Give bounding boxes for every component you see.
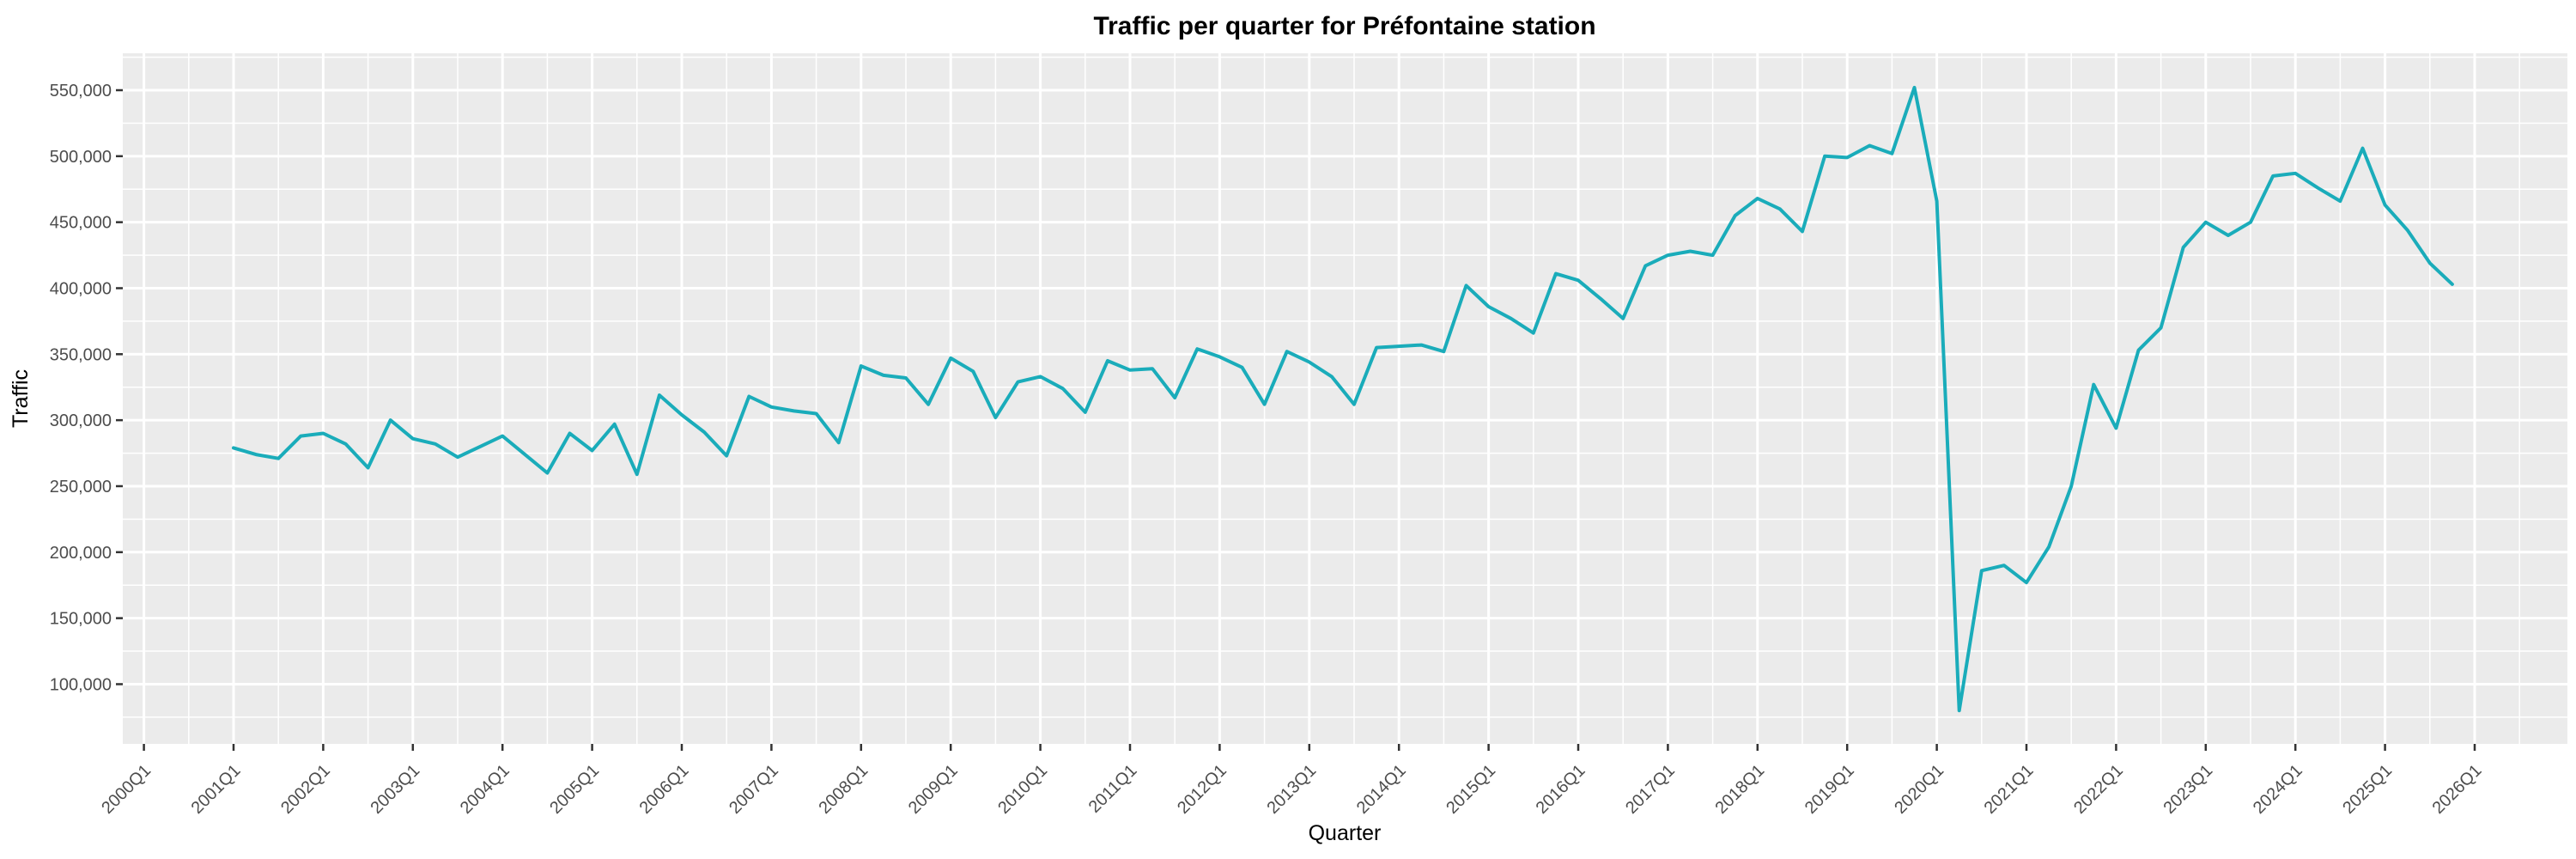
y-tick-label: 450,000	[50, 214, 112, 233]
y-tick-label: 300,000	[50, 411, 112, 430]
y-tick-label: 350,000	[50, 345, 112, 364]
y-tick-label: 400,000	[50, 279, 112, 298]
x-tick-label: 2024Q1	[2250, 761, 2306, 818]
x-tick-label: 2025Q1	[2339, 761, 2396, 818]
y-tick-label: 250,000	[50, 478, 112, 497]
chart-title: Traffic per quarter for Préfontaine stat…	[1093, 12, 1595, 40]
x-tick-label: 2021Q1	[1981, 761, 2038, 818]
x-tick-label: 2012Q1	[1174, 761, 1230, 818]
y-tick-labels: 100,000 150,000 200,000 250,000 300,000 350,0…	[50, 82, 112, 694]
x-tick-label: 2011Q1	[1085, 761, 1141, 817]
x-tick-label: 2002Q1	[277, 761, 334, 818]
x-tick-label: 2009Q1	[905, 761, 962, 818]
y-tick-label: 150,000	[50, 610, 112, 629]
gridlines-minor	[123, 53, 2567, 744]
x-tick-label: 2013Q1	[1263, 761, 1320, 818]
x-axis-title: Quarter	[1309, 821, 1382, 845]
plot-panel	[123, 53, 2567, 744]
x-tick-label: 2008Q1	[815, 761, 872, 818]
y-axis-title: Traffic	[9, 369, 33, 428]
y-tick-label: 550,000	[50, 82, 112, 101]
x-tick-label: 2023Q1	[2160, 761, 2216, 818]
axis-tick-marks	[116, 88, 2476, 751]
x-tick-label: 2007Q1	[726, 761, 782, 818]
x-tick-label: 2018Q1	[1711, 761, 1768, 818]
y-tick-label: 200,000	[50, 544, 112, 563]
gridlines-major	[123, 53, 2567, 744]
x-tick-label: 2019Q1	[1801, 761, 1858, 818]
x-tick-label: 2001Q1	[188, 761, 245, 818]
traffic-line	[232, 85, 2454, 713]
y-tick-label: 100,000	[50, 675, 112, 694]
traffic-series	[232, 85, 2454, 713]
x-tick-label: 2017Q1	[1622, 761, 1679, 818]
x-tick-labels: 2000Q1 2001Q1 2002Q1 2003Q1 2004Q1 2005Q1 2006…	[98, 761, 2485, 818]
x-tick-label: 2020Q1	[1891, 761, 1947, 818]
x-tick-label: 2005Q1	[546, 761, 603, 818]
x-tick-label: 2010Q1	[994, 761, 1051, 818]
x-tick-label: 2014Q1	[1353, 761, 1410, 818]
x-tick-label: 2006Q1	[636, 761, 693, 818]
x-tick-label: 2000Q1	[98, 761, 155, 818]
x-tick-label: 2026Q1	[2429, 761, 2486, 818]
x-tick-label: 2022Q1	[2070, 761, 2127, 818]
x-tick-label: 2003Q1	[367, 761, 423, 818]
y-tick-label: 500,000	[50, 148, 112, 167]
x-tick-label: 2015Q1	[1443, 761, 1499, 818]
x-tick-label: 2004Q1	[457, 761, 513, 818]
x-tick-label: 2016Q1	[1533, 761, 1589, 818]
